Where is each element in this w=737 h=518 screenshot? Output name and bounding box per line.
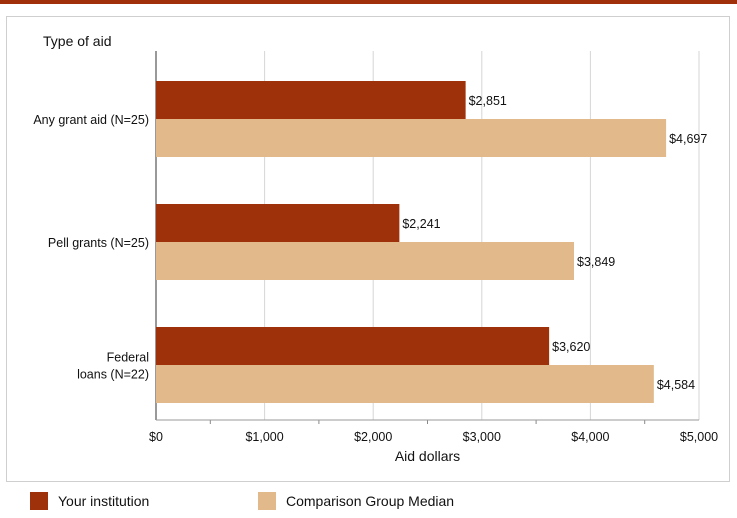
category-label: Pell grants (N=25) [48, 236, 149, 250]
legend-label-your-institution: Your institution [58, 493, 150, 509]
legend-swatch-comparison-median [258, 492, 276, 510]
bar-data-label: $2,241 [402, 217, 440, 231]
bar-data-label: $4,697 [669, 132, 707, 146]
bar-data-label: $3,620 [552, 340, 590, 354]
bar-data-label: $2,851 [469, 94, 507, 108]
legend-item-your-institution: Your institution [30, 492, 149, 510]
category-label: loans (N=22) [77, 368, 149, 382]
x-tick-label: $1,000 [245, 430, 283, 444]
x-tick-label: $5,000 [680, 430, 718, 444]
x-tick-label: $2,000 [354, 430, 392, 444]
x-axis-title: Aid dollars [395, 448, 460, 464]
bar [156, 81, 466, 119]
chart-panel: $0 $1,000 $2,000 $3,000 $4,000 $5,000 Type of … [6, 16, 730, 482]
bar-chart: $0 $1,000 $2,000 $3,000 $4,000 $5,000 Type of … [33, 33, 718, 464]
x-tick-label: $3,000 [463, 430, 501, 444]
bar [156, 365, 654, 403]
x-tick-label: $0 [149, 430, 163, 444]
bar [156, 242, 575, 280]
x-tick-label: $4,000 [571, 430, 609, 444]
bar-data-label: $3,849 [577, 255, 615, 269]
legend-label-comparison-median: Comparison Group Median [286, 493, 455, 509]
bar [156, 119, 667, 157]
chart-legend: Your institution Comparison Group Median [6, 488, 730, 516]
category-label: Federal [107, 351, 149, 365]
bar-data-label: $4,584 [657, 378, 695, 392]
y-axis-title: Type of aid [43, 33, 112, 49]
top-accent-rule [0, 0, 737, 4]
bar [156, 204, 400, 242]
bar [156, 327, 550, 365]
category-label: Any grant aid (N=25) [33, 113, 149, 127]
legend-swatch-your-institution [30, 492, 48, 510]
legend-item-comparison-median: Comparison Group Median [258, 492, 454, 510]
